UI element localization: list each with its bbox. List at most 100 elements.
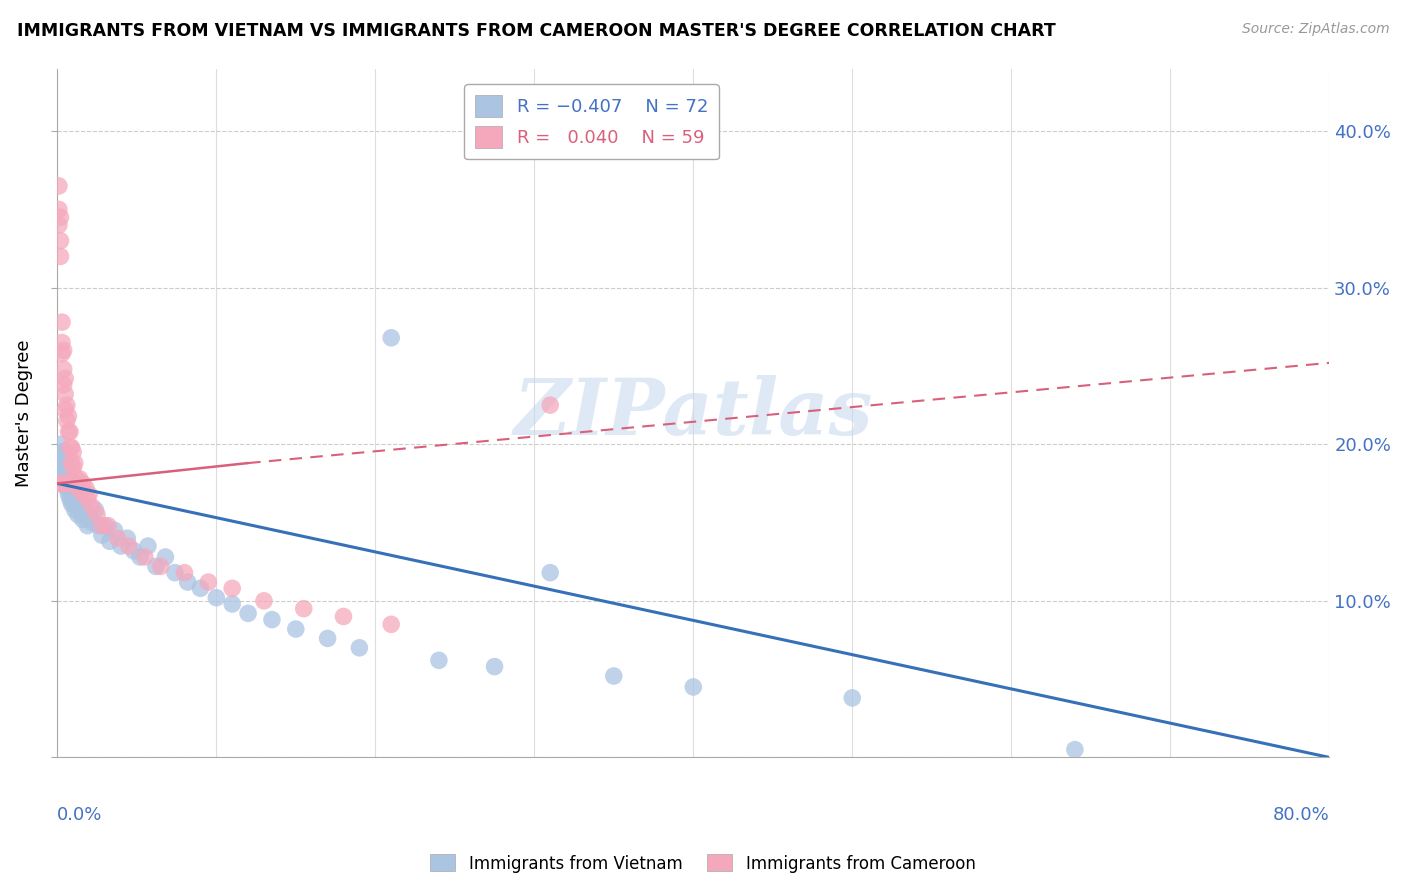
Point bbox=[87, 518, 110, 533]
Point bbox=[52, 362, 75, 376]
Point bbox=[56, 414, 79, 428]
Point bbox=[75, 508, 97, 522]
Point bbox=[75, 481, 97, 495]
Point bbox=[52, 377, 75, 392]
Point bbox=[97, 518, 120, 533]
Point bbox=[56, 466, 79, 480]
Point bbox=[62, 497, 84, 511]
Point bbox=[56, 398, 79, 412]
Point bbox=[62, 475, 84, 489]
Point bbox=[117, 531, 139, 545]
Point bbox=[52, 466, 75, 480]
Point bbox=[48, 218, 70, 232]
Point bbox=[538, 398, 561, 412]
Point bbox=[52, 445, 75, 459]
Point bbox=[51, 445, 73, 459]
Point bbox=[72, 476, 94, 491]
Point bbox=[60, 456, 83, 470]
Point bbox=[260, 613, 283, 627]
Point bbox=[380, 331, 402, 345]
Point bbox=[51, 460, 73, 475]
Point bbox=[221, 597, 243, 611]
Text: ZIPatlas: ZIPatlas bbox=[513, 375, 873, 451]
Point bbox=[49, 476, 72, 491]
Point bbox=[190, 582, 212, 596]
Point bbox=[205, 591, 228, 605]
Point bbox=[66, 481, 89, 495]
Legend: Immigrants from Vietnam, Immigrants from Cameroon: Immigrants from Vietnam, Immigrants from… bbox=[423, 847, 983, 880]
Point bbox=[134, 549, 156, 564]
Point bbox=[51, 468, 73, 483]
Point bbox=[65, 472, 87, 486]
Point bbox=[59, 481, 82, 495]
Point bbox=[51, 476, 73, 491]
Point bbox=[60, 487, 83, 501]
Point bbox=[56, 472, 79, 486]
Point bbox=[56, 481, 79, 495]
Point bbox=[77, 508, 100, 522]
Point bbox=[292, 601, 315, 615]
Point bbox=[53, 472, 76, 486]
Point bbox=[59, 491, 82, 506]
Point bbox=[173, 566, 195, 580]
Point bbox=[58, 475, 80, 489]
Point bbox=[253, 594, 276, 608]
Point bbox=[59, 425, 82, 439]
Text: Source: ZipAtlas.com: Source: ZipAtlas.com bbox=[1241, 22, 1389, 37]
Point bbox=[76, 491, 98, 506]
Point bbox=[53, 460, 76, 475]
Point bbox=[349, 640, 371, 655]
Point bbox=[62, 445, 84, 459]
Text: IMMIGRANTS FROM VIETNAM VS IMMIGRANTS FROM CAMEROON MASTER'S DEGREE CORRELATION : IMMIGRANTS FROM VIETNAM VS IMMIGRANTS FR… bbox=[17, 22, 1056, 40]
Point bbox=[58, 476, 80, 491]
Point bbox=[136, 539, 159, 553]
Point bbox=[332, 609, 354, 624]
Point bbox=[90, 528, 112, 542]
Point bbox=[48, 202, 70, 217]
Point bbox=[66, 508, 89, 522]
Point bbox=[58, 425, 80, 439]
Point bbox=[48, 460, 70, 475]
Point bbox=[53, 402, 76, 417]
Point bbox=[77, 487, 100, 501]
Point bbox=[51, 315, 73, 329]
Point bbox=[56, 476, 79, 491]
Point bbox=[51, 335, 73, 350]
Point bbox=[49, 476, 72, 491]
Point bbox=[51, 346, 73, 360]
Point bbox=[49, 211, 72, 225]
Point bbox=[53, 476, 76, 491]
Point bbox=[49, 453, 72, 467]
Point bbox=[63, 503, 86, 517]
Point bbox=[53, 371, 76, 385]
Y-axis label: Master's Degree: Master's Degree bbox=[15, 339, 32, 487]
Point bbox=[70, 503, 93, 517]
Point bbox=[73, 500, 96, 514]
Point bbox=[65, 497, 87, 511]
Legend: R = −0.407    N = 72, R =   0.040    N = 59: R = −0.407 N = 72, R = 0.040 N = 59 bbox=[464, 85, 718, 159]
Point bbox=[52, 476, 75, 491]
Point bbox=[49, 234, 72, 248]
Point bbox=[1063, 742, 1085, 756]
Point bbox=[69, 472, 91, 486]
Point bbox=[60, 441, 83, 455]
Point bbox=[149, 559, 172, 574]
Point bbox=[62, 487, 84, 501]
Point bbox=[58, 409, 80, 423]
Point bbox=[70, 497, 93, 511]
Point bbox=[59, 441, 82, 455]
Point bbox=[48, 178, 70, 193]
Point bbox=[76, 518, 98, 533]
Point bbox=[176, 575, 198, 590]
Point bbox=[82, 500, 104, 514]
Point bbox=[221, 582, 243, 596]
Point bbox=[82, 516, 104, 530]
Point bbox=[63, 491, 86, 506]
Point bbox=[427, 653, 450, 667]
Point bbox=[69, 491, 91, 506]
Point bbox=[155, 549, 177, 564]
Point bbox=[163, 566, 186, 580]
Point bbox=[107, 531, 129, 545]
Point bbox=[72, 512, 94, 526]
Point bbox=[284, 622, 307, 636]
